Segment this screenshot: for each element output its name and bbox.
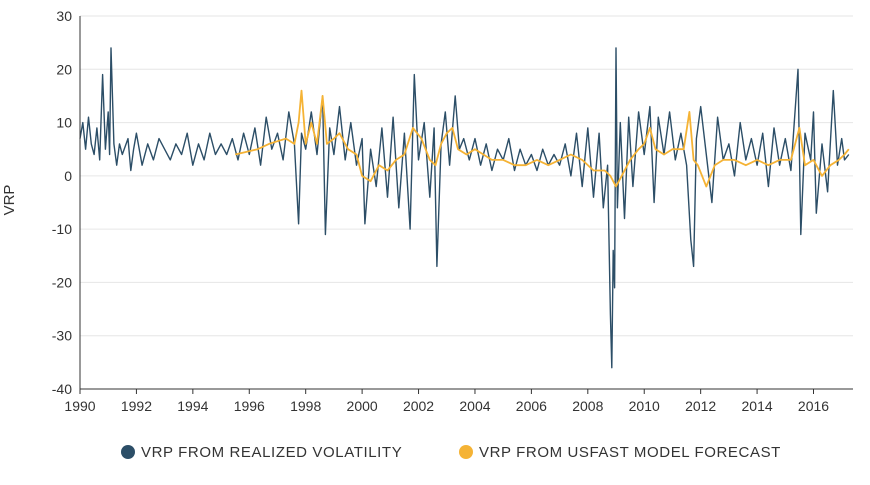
x-tick-label: 1990 <box>64 398 95 414</box>
y-tick-label: -20 <box>52 274 72 290</box>
x-tick-label: 2012 <box>685 398 716 414</box>
legend-label-usfast: VRP FROM USFAST MODEL FORECAST <box>479 444 781 461</box>
legend: VRP FROM REALIZED VOLATILITY VRP FROM US… <box>121 444 781 461</box>
legend-marker-usfast <box>459 445 473 459</box>
label-layer: -40 -30 -20 -10 0 10 20 30 1990 1992 1994 1996 1998 2… <box>52 8 830 414</box>
x-tick-label: 2014 <box>742 398 773 414</box>
y-tick-label: 10 <box>56 115 72 131</box>
legend-item-usfast: VRP FROM USFAST MODEL FORECAST <box>459 444 781 461</box>
y-tick-label: -40 <box>52 381 72 397</box>
x-tick-label: 2006 <box>516 398 547 414</box>
x-tick-label: 2004 <box>459 398 490 414</box>
y-tick-label: 20 <box>56 61 72 77</box>
legend-marker-realized <box>121 445 135 459</box>
y-tick-label: -30 <box>52 328 72 344</box>
x-tick-label: 1998 <box>290 398 321 414</box>
x-tick-label: 2016 <box>798 398 829 414</box>
legend-label-realized: VRP FROM REALIZED VOLATILITY <box>141 444 402 461</box>
x-tick-label: 1992 <box>121 398 152 414</box>
y-tick-label: -10 <box>52 221 72 237</box>
legend-item-realized: VRP FROM REALIZED VOLATILITY <box>121 444 402 461</box>
series-line-usfast-forecast <box>234 89 850 188</box>
series-line-realized-volatility <box>79 47 850 369</box>
series-layer <box>79 47 850 369</box>
y-tick-label: 0 <box>64 168 72 184</box>
x-tick-label: 2008 <box>572 398 603 414</box>
grid-layer <box>80 15 853 337</box>
y-tick-label: 30 <box>56 8 72 24</box>
axis-layer <box>79 16 853 394</box>
x-tick-label: 2002 <box>403 398 434 414</box>
x-tick-label: 2000 <box>347 398 378 414</box>
x-tick-label: 1996 <box>234 398 265 414</box>
y-axis-title: VRP <box>1 185 18 216</box>
x-tick-label: 2010 <box>629 398 660 414</box>
x-tick-label: 1994 <box>177 398 208 414</box>
